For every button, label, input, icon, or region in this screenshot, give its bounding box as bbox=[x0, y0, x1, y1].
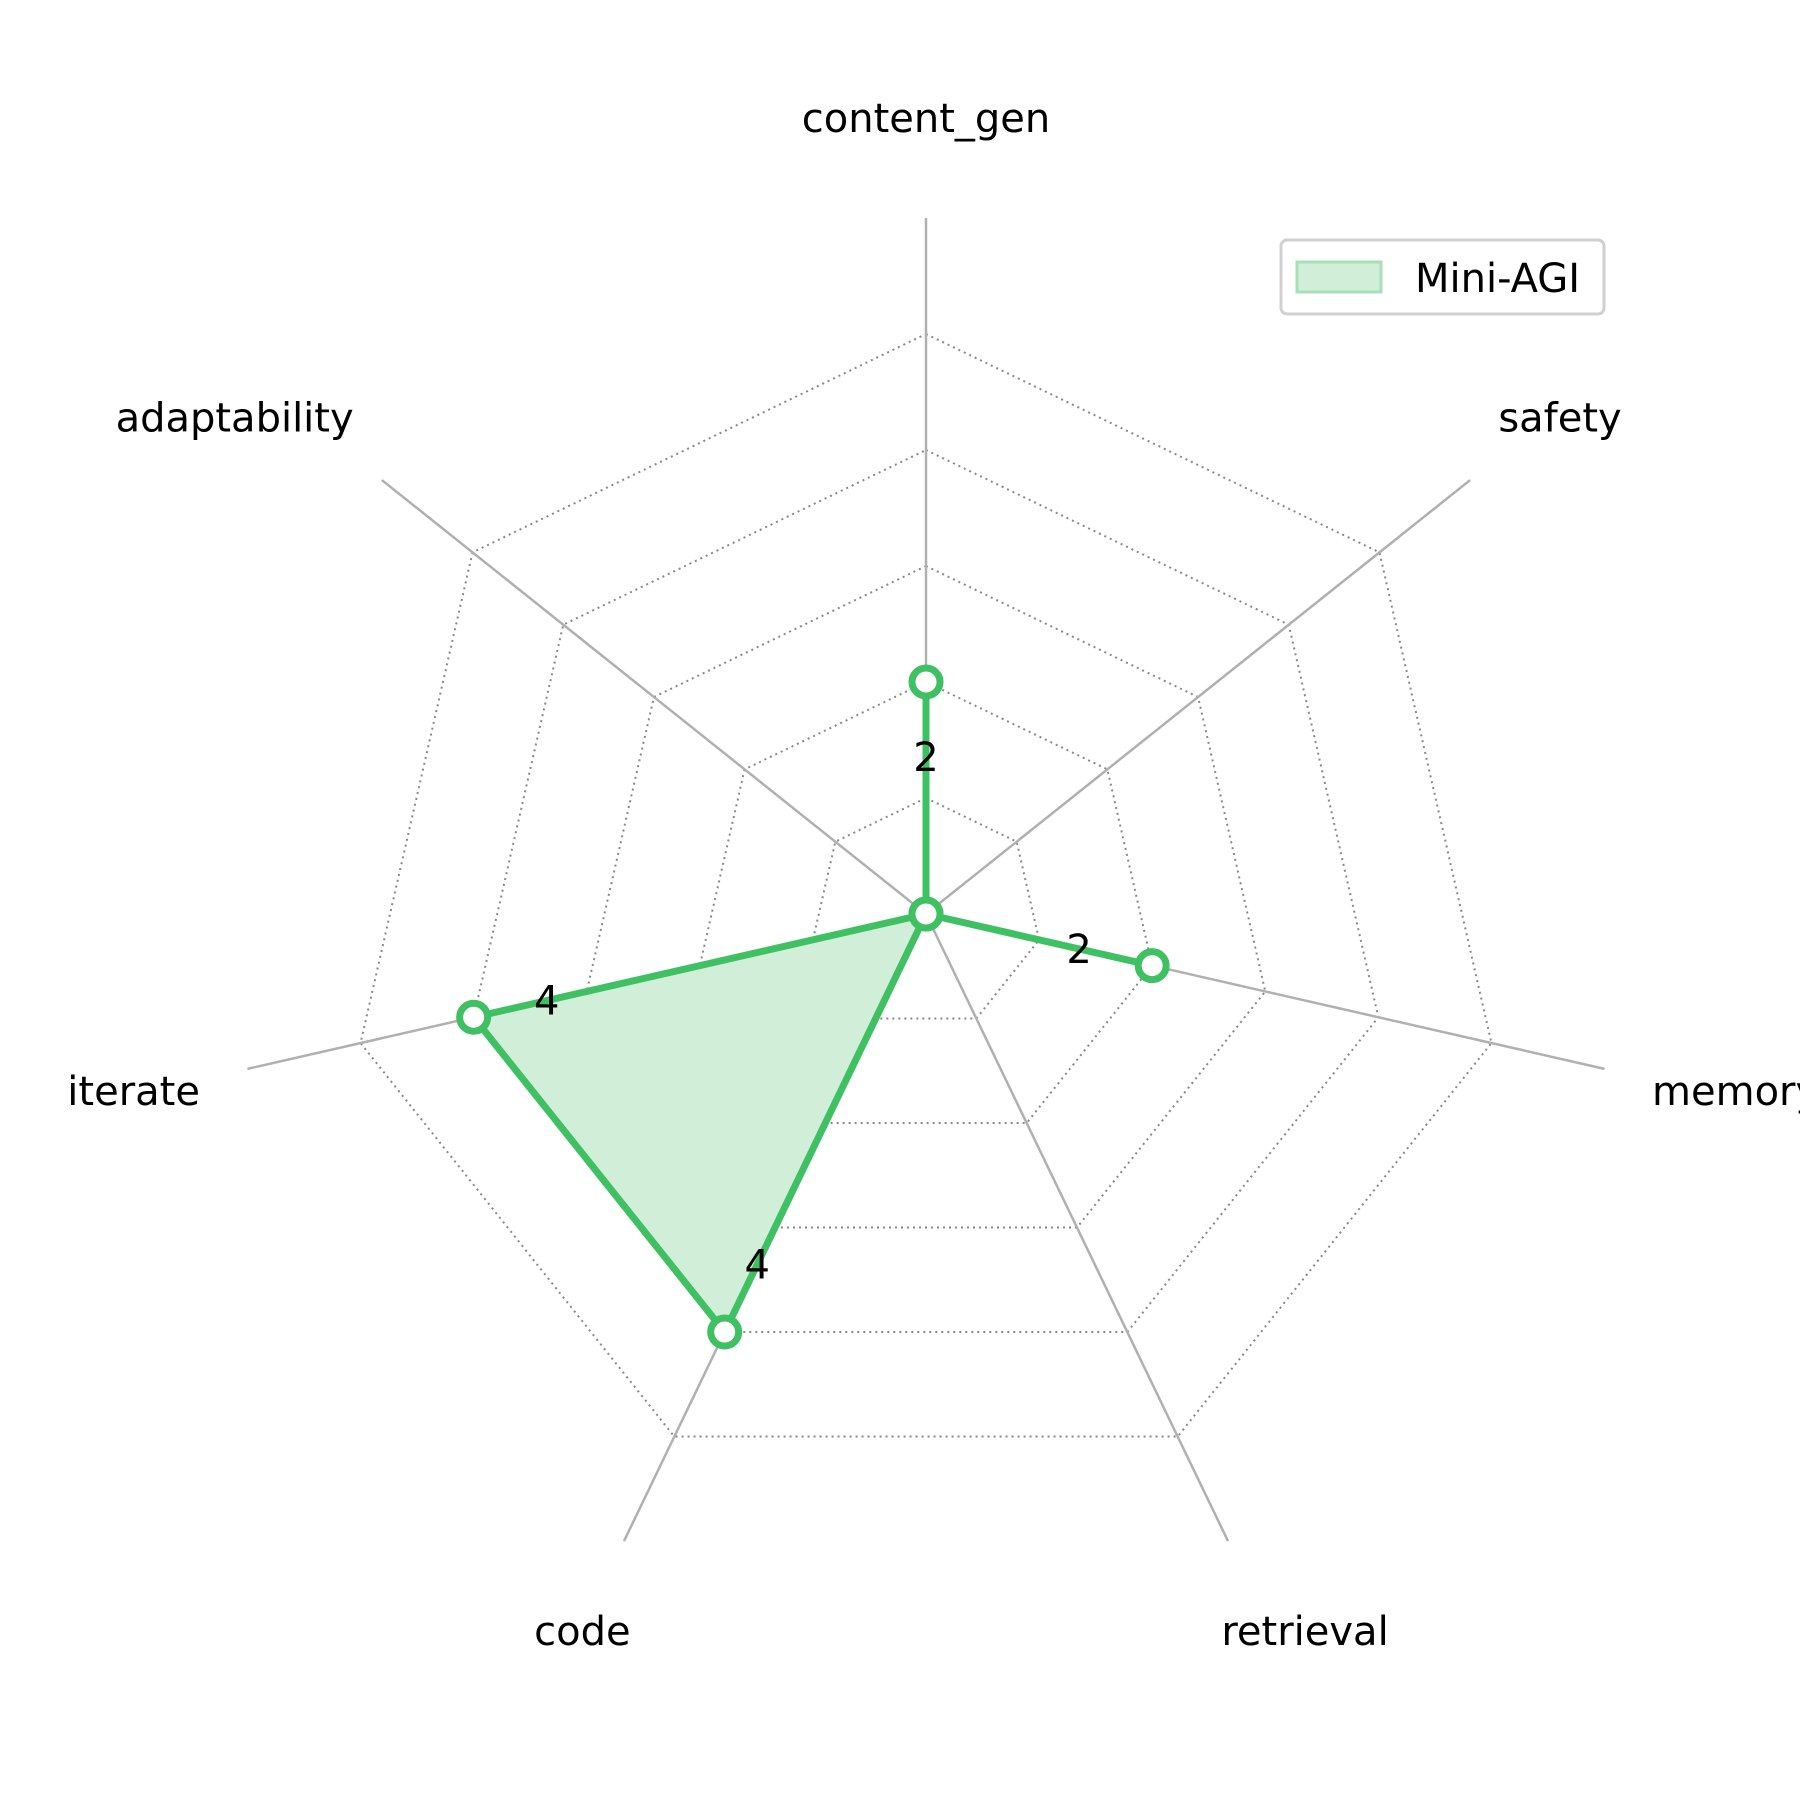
spoke-safety bbox=[925, 479, 1471, 915]
axis-label-memory: memory bbox=[1652, 1069, 1800, 1115]
series-fill-0 bbox=[473, 682, 1153, 1333]
series-layer bbox=[456, 664, 1170, 1350]
data-point-adaptability bbox=[908, 896, 944, 932]
grid-ring-2 bbox=[698, 680, 1154, 1125]
legend-box bbox=[1279, 238, 1606, 316]
spoke-retrieval bbox=[924, 913, 1230, 1542]
axis-label-adaptability: adaptability bbox=[116, 396, 354, 442]
axis-label-content_gen: content_gen bbox=[802, 96, 1051, 142]
data-point-content_gen bbox=[908, 664, 944, 700]
grid-ring-4 bbox=[472, 448, 1380, 1334]
grid-ring-3 bbox=[585, 564, 1267, 1229]
axis-label-safety: safety bbox=[1498, 396, 1621, 442]
axis-label-code: code bbox=[534, 1609, 630, 1655]
data-point-code bbox=[707, 1314, 743, 1350]
axis-label-iterate: iterate bbox=[67, 1069, 200, 1115]
series-line-0 bbox=[470, 678, 1156, 1336]
data-point-iterate bbox=[456, 999, 492, 1035]
legend-label-0: Mini-AGI bbox=[1415, 256, 1580, 302]
data-point-memory bbox=[1134, 948, 1170, 984]
data-label-memory: 2 bbox=[1066, 927, 1091, 973]
legend-swatch-0 bbox=[1295, 260, 1383, 294]
axis-label-retrieval: retrieval bbox=[1221, 1609, 1388, 1655]
spoke-adaptability bbox=[381, 479, 927, 915]
legend: Mini-AGI bbox=[1279, 238, 1606, 316]
data-label-iterate: 4 bbox=[534, 979, 559, 1025]
grid-ring-5 bbox=[359, 332, 1493, 1438]
data-label-content_gen: 2 bbox=[913, 735, 938, 781]
grid-layer bbox=[359, 332, 1493, 1438]
data-label-code: 4 bbox=[744, 1242, 769, 1288]
